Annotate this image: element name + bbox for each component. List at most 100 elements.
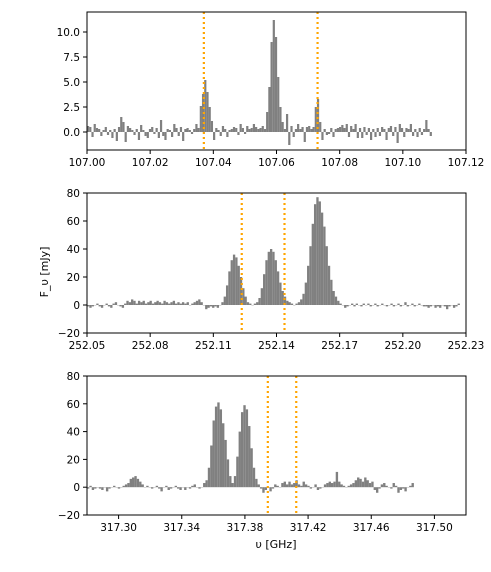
bar — [325, 246, 328, 305]
bar — [245, 409, 249, 488]
bar — [109, 130, 112, 132]
bar — [147, 302, 150, 305]
bar — [378, 132, 382, 136]
bar — [443, 305, 446, 307]
bar — [349, 484, 353, 488]
bar — [367, 128, 370, 132]
bar — [376, 305, 379, 307]
bar — [399, 305, 402, 307]
bar — [141, 484, 144, 488]
bar — [353, 305, 356, 307]
bar — [274, 260, 277, 305]
bar — [414, 129, 417, 132]
bar — [265, 260, 268, 305]
bar — [272, 20, 275, 132]
bar — [113, 129, 116, 132]
panel-1: 107.00 107.02 107.04 107.06 107.08 107.10 107.… — [57, 11, 484, 169]
bar — [155, 128, 158, 132]
bar — [304, 282, 308, 305]
x-tick-label: 252.14 — [258, 340, 295, 352]
bar — [98, 129, 101, 132]
bar — [246, 302, 250, 305]
bar — [330, 279, 333, 305]
bar — [158, 302, 162, 305]
y-tick-label: 80 — [67, 188, 80, 200]
bar — [364, 477, 367, 488]
panel-3: 317.30 317.34 317.38 317.42 317.46 317.50 −20 0… — [58, 371, 467, 534]
bar — [213, 132, 216, 140]
bar — [248, 129, 251, 132]
bar — [352, 129, 355, 132]
bar — [295, 303, 298, 305]
bar — [172, 300, 176, 305]
bar — [235, 128, 238, 132]
bar — [101, 487, 104, 490]
bar — [316, 99, 320, 132]
bar — [319, 487, 322, 489]
bar — [285, 114, 289, 132]
x-tick-label: 317.42 — [290, 522, 327, 534]
bar — [274, 484, 277, 488]
bar — [226, 459, 230, 488]
bar — [290, 303, 294, 305]
bar — [418, 128, 421, 132]
bar — [332, 132, 335, 137]
bar — [392, 483, 395, 488]
bar — [165, 485, 168, 488]
bar — [400, 128, 404, 132]
bar — [333, 481, 336, 488]
bar — [91, 132, 94, 137]
x-tick-label: 252.23 — [448, 340, 485, 352]
bar — [224, 439, 227, 488]
bar — [200, 302, 203, 305]
bar — [193, 302, 196, 305]
y-tick-label: 40 — [67, 427, 80, 439]
bar — [232, 254, 236, 305]
bar — [250, 448, 253, 488]
spectrum-bars — [87, 197, 460, 310]
bar — [179, 303, 182, 305]
bar — [409, 485, 412, 488]
bar — [381, 127, 384, 132]
bar — [198, 487, 201, 489]
bar — [235, 257, 238, 305]
bar — [381, 303, 384, 305]
bar — [283, 296, 287, 305]
bar — [337, 300, 340, 305]
bar — [307, 485, 310, 488]
bar — [429, 132, 432, 136]
bar — [425, 305, 428, 307]
x-tick-label: 252.20 — [384, 340, 421, 352]
bar — [313, 204, 317, 305]
bar — [418, 303, 421, 305]
bar — [366, 480, 369, 488]
bar — [164, 132, 167, 140]
bar — [149, 300, 152, 305]
bar — [372, 129, 375, 132]
bar — [376, 128, 379, 132]
bar — [281, 483, 284, 488]
bar — [373, 487, 376, 490]
bar — [326, 483, 329, 488]
bar — [238, 431, 241, 488]
bar — [321, 132, 324, 140]
bar — [369, 305, 372, 307]
y-tick-label: 40 — [67, 244, 80, 256]
bar — [288, 132, 291, 145]
bar — [153, 132, 156, 134]
bar — [347, 132, 351, 137]
bar — [323, 129, 326, 132]
bar — [224, 129, 227, 132]
bar — [121, 305, 125, 308]
bar — [448, 305, 451, 307]
bar — [385, 132, 388, 140]
bar — [219, 132, 222, 136]
bar — [271, 487, 275, 489]
bar — [314, 484, 317, 488]
bar — [338, 481, 341, 488]
y-tick-label: 60 — [67, 399, 80, 411]
bar — [239, 124, 242, 132]
bar — [312, 127, 315, 132]
bar — [407, 129, 410, 132]
